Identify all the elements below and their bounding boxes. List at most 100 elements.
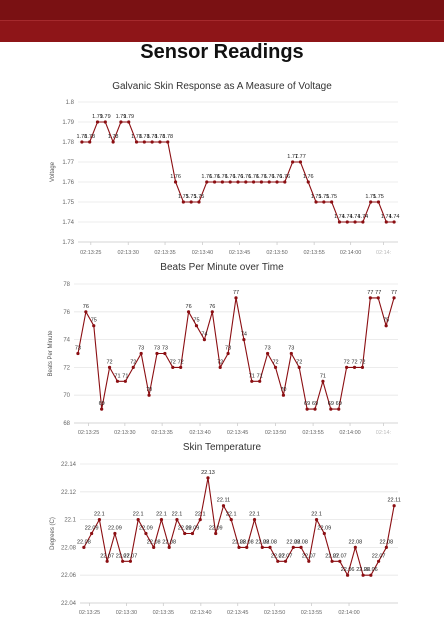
data-label: 72 [106,359,112,365]
data-label: 71 [122,373,128,379]
data-point [97,518,101,522]
x-tick-label: 02:13:55 [302,430,323,436]
data-label: 22.07 [302,553,316,559]
data-point [90,531,94,536]
data-label: 72 [170,359,176,365]
x-tick-label: 02:13:55 [303,250,324,256]
x-tick-label: 02:13:50 [265,430,286,436]
data-label: 22.07 [124,553,138,559]
data-point [337,220,342,224]
data-label: 1.75 [365,194,376,200]
data-point [163,351,167,356]
data-point [322,200,326,204]
data-point [88,140,92,144]
data-label: 77 [233,290,239,296]
data-point [175,518,179,522]
data-label: 71 [249,373,255,379]
data-label: 69 [304,401,310,407]
data-label: 72 [344,359,350,365]
data-label: 1.78 [77,134,88,140]
y-tick-label: 1.8 [66,100,75,106]
data-point [152,545,156,549]
data-label: 1.76 [225,174,236,180]
data-label: 22.1 [172,512,183,518]
data-point [298,160,303,164]
data-label: 22.08 [240,539,254,545]
data-point [158,140,162,144]
data-point [384,324,388,328]
data-label: 1.78 [131,134,142,140]
x-tick-label: 02:13:35 [153,610,174,616]
data-label: 22.06 [364,567,378,573]
data-label: 22.09 [139,526,153,532]
data-label: 22.1 [133,512,144,518]
data-label: 1.78 [84,134,95,140]
y-tick-label: 78 [63,282,70,288]
data-label: 22.06 [341,567,355,573]
data-point [345,573,350,577]
data-label: 22.08 [147,539,161,545]
data-point [136,518,140,522]
data-point [305,407,309,411]
data-label: 74 [201,332,207,338]
data-label: 22.11 [387,498,400,504]
data-label: 22.08 [263,539,277,545]
data-point [190,531,195,536]
data-point [197,200,201,204]
data-label: 72 [351,359,357,365]
data-label: 22.11 [217,498,230,504]
data-label: 22.08 [379,539,393,545]
x-tick-label: 02:13:45 [227,430,248,436]
data-point [113,531,117,536]
data-point [107,365,112,369]
chart-title: Skin Temperature [183,442,262,453]
data-point [377,559,381,563]
data-point [283,180,287,184]
data-label: 76 [83,304,89,310]
data-point [166,140,170,144]
x-tick-label: 02:13:45 [229,250,250,256]
data-label: 1.77 [287,154,298,160]
data-point [221,504,226,508]
data-label: 22.07 [372,553,386,559]
data-label: 72 [217,359,223,365]
data-label: 72 [272,359,278,365]
data-label: 72 [359,359,365,365]
data-label: 22.09 [317,526,331,532]
header-band [0,20,444,42]
y-tick-label: 22.12 [61,490,77,496]
data-label: 74 [241,332,247,338]
data-label: 1.74 [334,214,345,220]
data-label: 1.75 [318,194,329,200]
data-point [171,365,175,369]
data-label: 1.74 [350,214,361,220]
data-label: 22.09 [186,526,200,532]
data-point [369,200,373,204]
data-point [127,120,131,124]
data-label: 1.78 [147,134,158,140]
bpm-chart: Beats Per Minute over Time Beats Per Minu… [48,262,398,436]
y-tick-label: 68 [63,421,70,427]
y-tick-label: 1.78 [62,140,74,146]
data-point [330,559,334,563]
data-label: 1.76 [209,174,220,180]
data-label: 71 [114,373,120,379]
data-label: 1.79 [123,114,134,120]
data-label: 69 [336,401,342,407]
data-label: 1.76 [201,174,212,180]
y-tick-label: 22.1 [64,518,76,524]
data-point [237,545,241,549]
data-label: 1.75 [326,194,337,200]
data-label: 22.07 [271,553,285,559]
y-tick-label: 1.79 [62,120,74,126]
data-point [291,545,295,549]
skin-temp-chart: Skin Temperature Degrees (C) 22.14 22.12 22.… [50,442,401,616]
y-tick-label: 72 [63,365,70,371]
data-point [189,200,193,204]
y-tick-label: 1.75 [62,200,74,206]
data-label: 1.75 [373,194,384,200]
data-point [229,518,233,522]
data-label: 73 [162,346,168,352]
data-point [314,518,319,522]
data-point [218,365,222,369]
